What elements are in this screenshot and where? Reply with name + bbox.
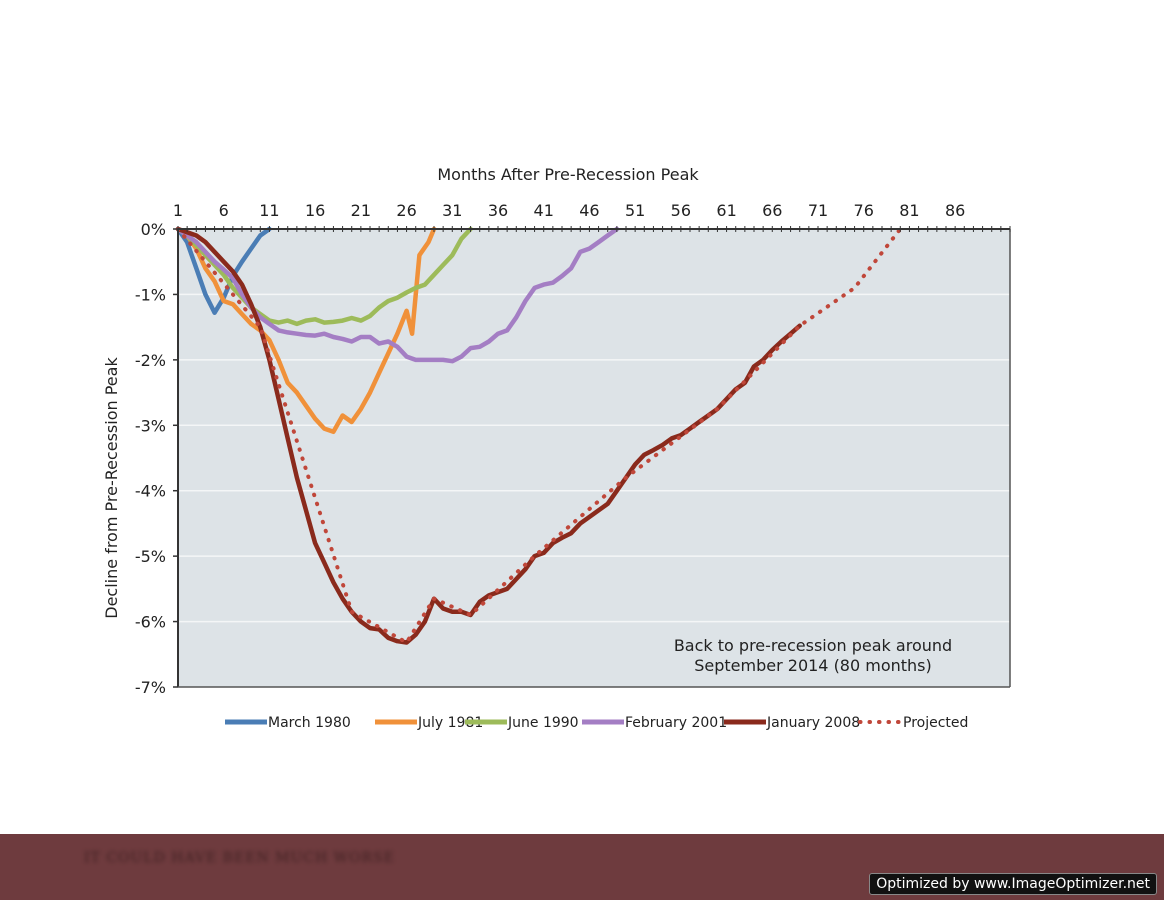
legend-label-projected: Projected xyxy=(903,715,968,731)
x-tick-label: 46 xyxy=(579,201,599,220)
series-line-january-2008 xyxy=(175,226,802,645)
y-tick-label: 0% xyxy=(141,220,166,239)
legend-label-january-2008: January 2008 xyxy=(766,715,860,731)
x-tick-label: 21 xyxy=(351,201,371,220)
x-tick-label: 36 xyxy=(488,201,508,220)
y-tick-label: -3% xyxy=(135,416,166,435)
legend-label-june-1990: June 1990 xyxy=(507,715,579,731)
y-tick-label: -4% xyxy=(135,482,166,501)
x-tick-label: 16 xyxy=(305,201,325,220)
y-tick-label: -1% xyxy=(135,285,166,304)
x-tick-label: 71 xyxy=(808,201,828,220)
legend-label-july-1981: July 1981 xyxy=(417,715,483,731)
watermark-badge: Optimized by www.ImageOptimizer.net xyxy=(869,873,1157,895)
y-tick-label: -7% xyxy=(135,678,166,697)
x-tick-label: 61 xyxy=(716,201,736,220)
x-tick-label: 6 xyxy=(219,201,229,220)
series-line-july-1981 xyxy=(175,226,437,435)
y-tick-label: -6% xyxy=(135,613,166,632)
x-tick-label: 66 xyxy=(762,201,782,220)
x-tick-label: 51 xyxy=(625,201,645,220)
y-tick-label: -2% xyxy=(135,351,166,370)
x-tick-label: 81 xyxy=(899,201,919,220)
footer-caption: It could have been much worse xyxy=(84,850,395,866)
annotation-line-1: Back to pre-recession peak around xyxy=(674,636,952,655)
annotation-line-2: September 2014 (80 months) xyxy=(694,656,932,675)
footer-band: It could have been much worse Optimized … xyxy=(0,834,1164,900)
series-line-june-1990 xyxy=(175,226,473,327)
x-tick-label: 76 xyxy=(854,201,874,220)
x-axis-title: Months After Pre-Recession Peak xyxy=(437,165,699,184)
legend-label-february-2001: February 2001 xyxy=(625,715,727,731)
x-tick-label: 86 xyxy=(945,201,965,220)
x-tick-label: 26 xyxy=(396,201,416,220)
x-tick-label: 56 xyxy=(671,201,691,220)
x-tick-label: 1 xyxy=(173,201,183,220)
x-tick-label: 31 xyxy=(442,201,462,220)
x-tick-label: 41 xyxy=(534,201,554,220)
legend-label-march-1980: March 1980 xyxy=(268,715,351,731)
legend: March 1980 July 1981 June 1990 February 200… xyxy=(225,715,968,731)
chart: 1 6 11 16 21 26 31 36 41 46 51 56 61 66 71 76 81 86 0% -1% -… xyxy=(102,165,1011,731)
y-axis-title: Decline from Pre-Recession Peak xyxy=(102,357,121,619)
line-chart: 1 6 11 16 21 26 31 36 41 46 51 56 61 66 71 76 81 860%-1%-… xyxy=(102,165,1011,731)
y-tick-label: -5% xyxy=(135,547,166,566)
x-tick-label: 11 xyxy=(259,201,279,220)
plot-area xyxy=(178,229,1010,687)
series-line-projected xyxy=(176,227,903,645)
